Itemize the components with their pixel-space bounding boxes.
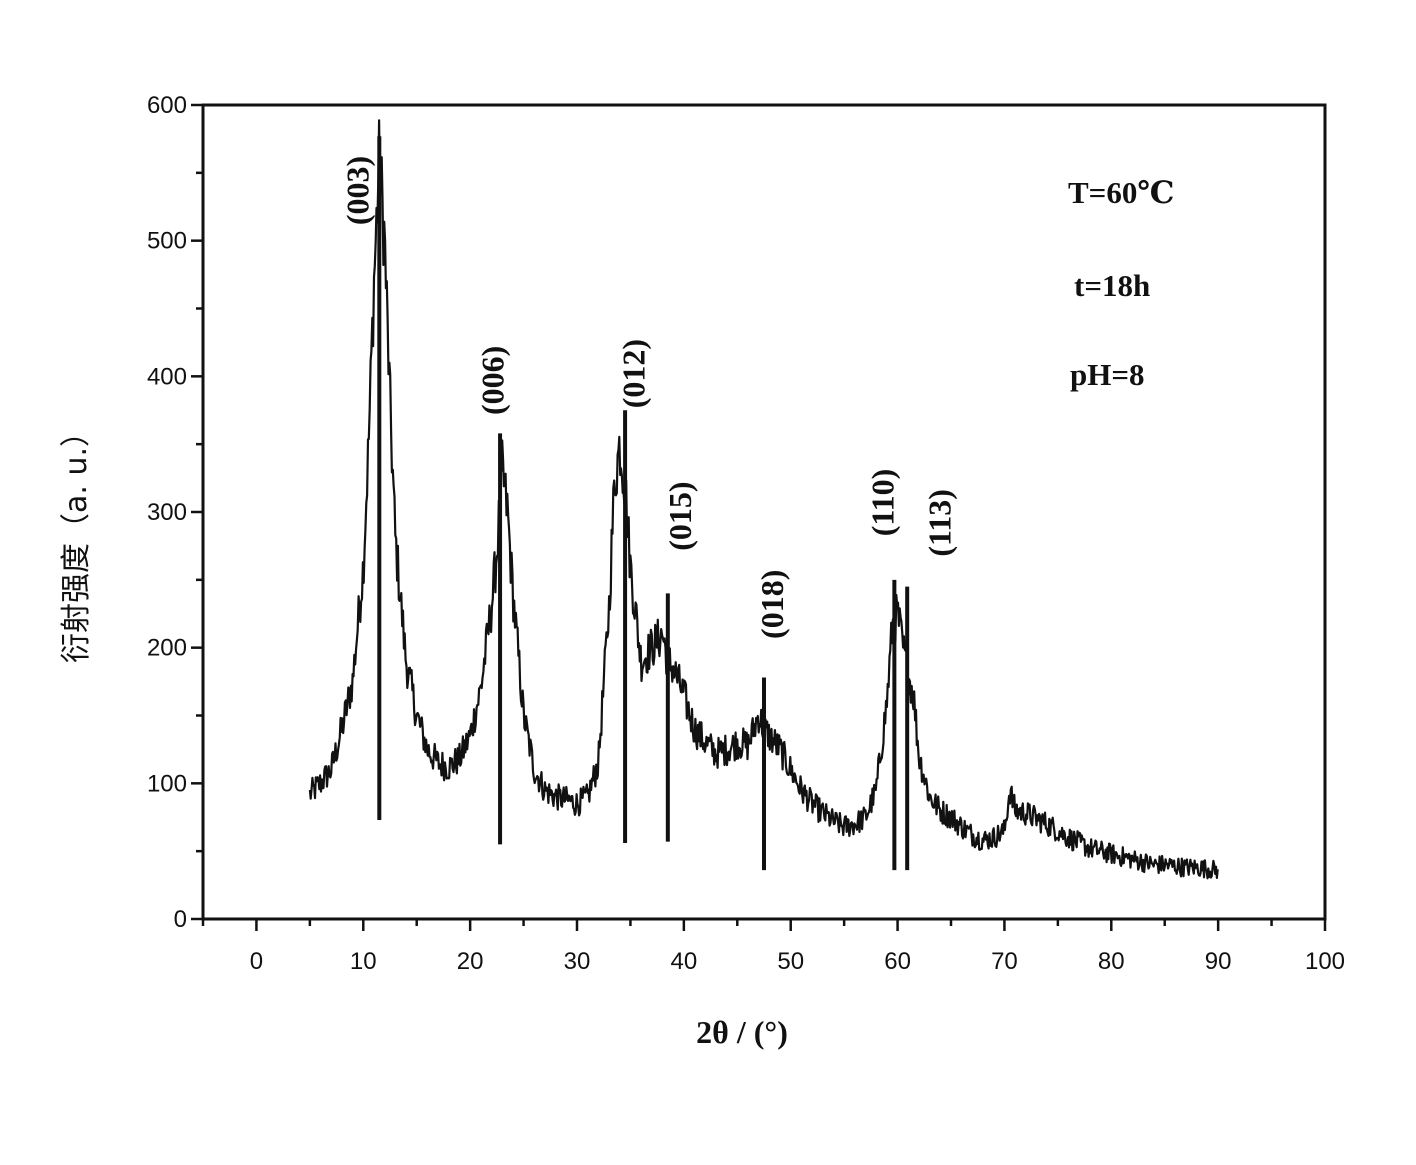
y-tick-label: 100 <box>147 770 187 797</box>
x-tick-label: 60 <box>884 948 911 975</box>
peak-label-4: (018) <box>754 570 790 639</box>
plot-content <box>308 119 1219 880</box>
peak-label-2: (012) <box>615 339 651 408</box>
y-tick-label: 200 <box>147 635 187 662</box>
x-tick-label: 90 <box>1205 948 1232 975</box>
annotation-time: t=18h <box>1074 268 1150 303</box>
x-tick-label: 50 <box>777 948 804 975</box>
y-tick-label: 0 <box>174 906 187 933</box>
x-tick-label: 40 <box>671 948 698 975</box>
x-tick-label: 70 <box>991 948 1018 975</box>
x-tick-label: 0 <box>250 948 263 975</box>
y-axis-title: 衍射强度（a. u.） <box>59 417 94 663</box>
axis-tick-labels: 0 10 20 30 40 50 60 70 80 90 100 0 100 200 300 400 500 60… <box>147 92 1345 975</box>
x-tick-label: 10 <box>350 948 377 975</box>
peak-label-0: (003) <box>340 156 376 225</box>
peak-label-6: (113) <box>921 489 957 557</box>
x-tick-label: 20 <box>457 948 484 975</box>
peak-label-3: (015) <box>662 481 698 550</box>
annotation-ph: pH=8 <box>1070 357 1145 392</box>
annotation-temperature: T=60℃ <box>1068 175 1175 210</box>
axis-ticks <box>191 103 1327 931</box>
x-tick-label: 80 <box>1098 948 1125 975</box>
y-tick-label: 500 <box>147 228 187 255</box>
peak-label-1: (006) <box>474 346 510 415</box>
y-tick-label: 300 <box>147 499 187 526</box>
x-tick-label: 100 <box>1305 948 1345 975</box>
x-tick-label: 30 <box>564 948 591 975</box>
peak-label-5: (110) <box>865 469 901 537</box>
y-tick-label: 400 <box>147 363 187 390</box>
peak-labels: (003) (006) (012) (015) (018) (110) (113) <box>340 156 958 639</box>
x-axis-title: 2θ / (°) <box>696 1014 788 1050</box>
y-tick-label: 600 <box>147 92 187 119</box>
